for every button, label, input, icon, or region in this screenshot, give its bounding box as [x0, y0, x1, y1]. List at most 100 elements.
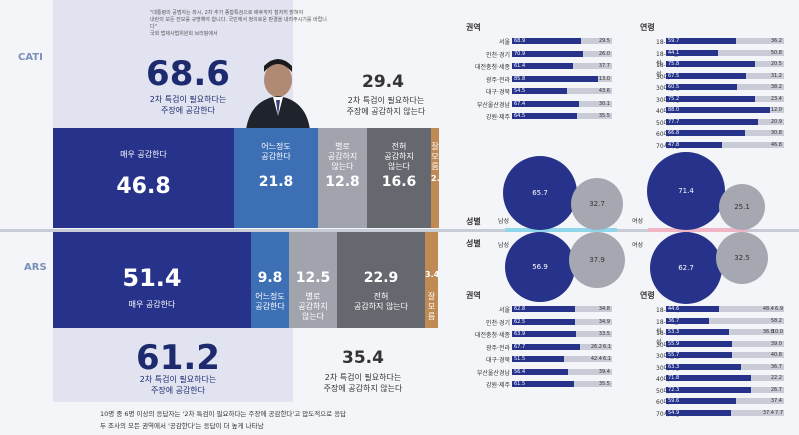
- bar-track: 66.8 30.8: [666, 130, 784, 136]
- bar-track: 36.7 58.2: [666, 317, 784, 324]
- bar-track: 47.8 46.8: [666, 141, 784, 148]
- bar-value-secondary: 13.0: [598, 75, 610, 82]
- bar-value-secondary: 20.9: [770, 118, 782, 125]
- bar-fill: [666, 375, 751, 381]
- bar-value-secondary: 34.8: [598, 306, 610, 312]
- gender-label: 남성: [498, 242, 510, 249]
- bar-fill: [512, 50, 583, 57]
- row-label: 부산울산경남: [476, 369, 510, 377]
- bar-track: 62.8 34.8: [512, 306, 612, 312]
- segment-value: 51.4: [122, 264, 182, 292]
- bar-value-secondary: 12.0: [770, 107, 782, 113]
- bar-value-unknown: 6.1: [603, 343, 611, 350]
- row-label: 서울: [498, 307, 510, 314]
- bar-value: 36.7: [668, 317, 680, 324]
- bar-track: 71.8 22.2: [666, 375, 784, 381]
- bar-track: 72.3 26.7: [666, 386, 784, 393]
- segment-label: 매우 공감한다: [53, 150, 234, 160]
- bar-value: 77.7: [668, 118, 680, 125]
- bar-value-secondary: 30.1: [598, 100, 610, 107]
- bar-fill: [666, 398, 736, 404]
- bar-fill: [512, 63, 573, 69]
- bar-value-secondary: 58.2: [770, 317, 782, 324]
- segment-label-line: 공감한다: [255, 302, 285, 311]
- bar-value-secondary: 23.4: [770, 95, 782, 102]
- quote-line: 내란의 모든 전모를 규명해야 합니다. 국민께서 정의로운 판결을 내려주시기…: [150, 17, 327, 30]
- segment-value: 22.9: [363, 270, 399, 286]
- bar-fill: [666, 61, 755, 67]
- bar-track: 62.5 34.9: [512, 318, 612, 325]
- ars-agree-caption: 2차 특검이 필요하다는 주장에 공감한다: [130, 374, 226, 396]
- bar-value-unknown: 7.7: [775, 409, 783, 416]
- bar-value: 75.8: [668, 61, 680, 67]
- bar-fill: [666, 329, 729, 335]
- bar-value-secondary: 38.2: [770, 84, 782, 90]
- bar-fill: [666, 409, 731, 416]
- row-label: 부산울산경남: [476, 101, 510, 109]
- bar-track: 67.7 26.2 6.1: [512, 343, 612, 350]
- segment-label-line: 공감하지 않는다: [353, 302, 409, 311]
- bar-value: 59.7: [668, 38, 680, 44]
- segment-label-line: 매우 공감한다: [120, 150, 167, 159]
- row-label: 50대: [656, 119, 670, 127]
- quote-line: "대통령의 공범자는 좌시, 2차 추가 종합특검으로 배후까지 철저히 밝혀야: [150, 10, 304, 16]
- bar-value: 68.9: [514, 38, 526, 44]
- segment-label: 어느정도 공감한다: [234, 142, 318, 162]
- bar-track: 51.5 42.4 6.1: [512, 356, 612, 362]
- cati-disagree-total: 29.4: [362, 72, 404, 92]
- bar-fill: [512, 100, 579, 107]
- gender-disagree-circle: 37.9: [569, 232, 625, 288]
- bar-track: 55.9 39.0: [666, 340, 784, 347]
- segment-label: 잘 모름: [425, 292, 438, 322]
- bar-value-secondary: 30.8: [770, 130, 782, 136]
- segment-label: 전혀 공감하지 않는다: [367, 142, 431, 172]
- bar-value-secondary: 39.0: [770, 340, 782, 347]
- chart-title: 연령: [640, 23, 655, 32]
- bar-fill: [666, 306, 719, 312]
- segment-label: 별로 공감하지 않는다: [289, 292, 337, 322]
- politician-portrait: [236, 50, 320, 130]
- bar-segment: 전혀 공감하지 않는다 16.6: [367, 128, 431, 228]
- bar-track: 56.4 39.4: [512, 368, 612, 375]
- segment-value: 21.8: [258, 174, 294, 190]
- segment-label-line: 별로: [305, 292, 321, 301]
- bar-track: 60.5 38.2: [666, 84, 784, 90]
- bar-value-secondary: 33.5: [598, 331, 610, 337]
- bar-value-secondary: 36.7: [770, 363, 782, 370]
- bar-fill: [666, 107, 770, 113]
- bar-value: 71.8: [668, 375, 680, 381]
- segment-label-line: 공감하지: [327, 152, 358, 161]
- bar-value: 62.8: [514, 306, 526, 312]
- bar-value-secondary: 46.8: [770, 141, 782, 148]
- bar-value-secondary: 20.5: [770, 61, 782, 67]
- bar-fill: [512, 306, 575, 312]
- bar-fill: [666, 317, 709, 324]
- gender-disagree-circle: 32.7: [571, 178, 623, 230]
- bar-fill: [666, 49, 718, 56]
- bar-value: 88.0: [668, 107, 680, 113]
- bar-value: 63.3: [668, 363, 680, 370]
- bar-fill: [512, 381, 574, 387]
- bar-fill: [666, 72, 746, 79]
- caption-line: 주장에 공감한다: [150, 386, 206, 395]
- row-label: 60대: [656, 131, 670, 138]
- bar-value: 72.3: [668, 386, 680, 393]
- bar-fill: [666, 38, 736, 44]
- bar-value: 47.8: [668, 141, 680, 148]
- bar-segment: 매우 공감한다 46.8: [53, 128, 234, 228]
- bar-value: 56.4: [514, 368, 526, 375]
- bar-segment: 잘모름 2.0: [431, 128, 439, 228]
- row-label: 인천·경기: [486, 51, 510, 59]
- bar-value-secondary: 22.2: [770, 375, 782, 381]
- row-label: 40대: [656, 376, 670, 383]
- bar-fill: [666, 118, 758, 125]
- segment-value: 12.8: [325, 174, 360, 190]
- caption-line: 2차 특검이 필요하다는: [149, 95, 227, 104]
- segment-label-line: 공감하지: [384, 152, 414, 161]
- bar-value-secondary: 36.8: [762, 329, 774, 335]
- bar-track: 59.7 36.2: [666, 38, 784, 44]
- bar-value: 61.4: [514, 63, 526, 69]
- bar-value-secondary: 34.9: [598, 318, 610, 325]
- row-label: 30대: [656, 341, 670, 349]
- bar-value-secondary: 39.4: [598, 368, 610, 375]
